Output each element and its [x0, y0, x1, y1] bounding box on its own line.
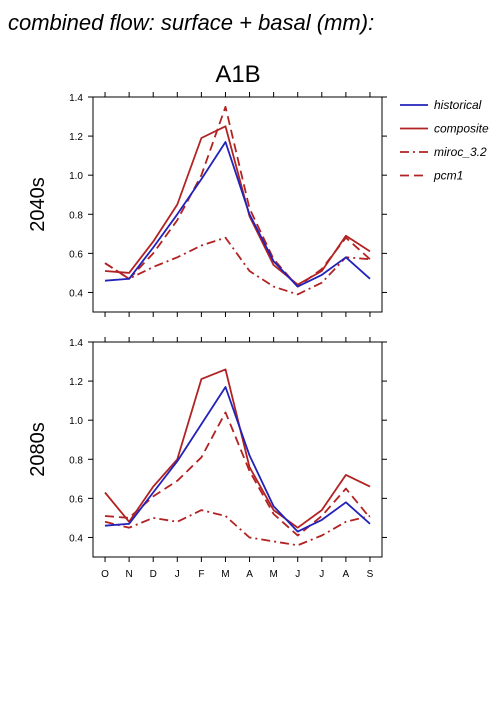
x-tick-label: O [101, 569, 109, 580]
figure-title: combined flow: surface + basal (mm): [8, 10, 374, 35]
series-line-historical [104, 141, 371, 288]
series-line-miroc-3-2 [104, 236, 371, 296]
legend-label-pcm1: pcm1 [433, 169, 463, 183]
legend-label-composite: composite [434, 122, 489, 136]
legend-label-historical: historical [434, 98, 482, 112]
x-tick-label: M [221, 569, 229, 580]
series-line-pcm1 [104, 411, 371, 537]
row-label-2040s: 2040s [27, 177, 49, 232]
x-tick-label: J [175, 569, 180, 580]
legend-label-miroc-3-2: miroc_3.2 [434, 145, 487, 159]
x-tick-label: S [367, 569, 374, 580]
y-tick-label: 0.4 [69, 533, 83, 544]
y-tick-label: 0.6 [69, 494, 83, 505]
scenario-title: A1B [215, 61, 260, 88]
series-line-composite [104, 368, 371, 529]
y-tick-label: 0.8 [69, 455, 83, 466]
series-line-miroc-3-2 [104, 509, 371, 547]
x-tick-label: A [246, 569, 253, 580]
y-tick-label: 1.2 [69, 377, 83, 388]
series-line-pcm1 [104, 105, 371, 288]
x-tick-label: F [198, 569, 204, 580]
panel-2080s: 0.4 0.6 0.8 1.0 1.2 1.4 O N D J F M A M J J A S 2080s [27, 337, 387, 580]
y-tick-label: 1.0 [69, 416, 83, 427]
series-line-composite [104, 125, 371, 286]
legend: historical composite miroc_3.2 pcm1 [400, 98, 489, 183]
y-tick-label: 1.2 [69, 132, 83, 143]
y-tick-label: 0.4 [69, 288, 83, 299]
y-tick-label: 0.8 [69, 210, 83, 221]
y-tick-label: 1.4 [69, 338, 83, 349]
x-tick-label: D [150, 569, 157, 580]
series-line-historical [104, 386, 371, 533]
y-tick-label: 0.6 [69, 249, 83, 260]
y-tick-label: 1.4 [69, 93, 83, 104]
plot-frame [92, 96, 383, 313]
x-tick-label: J [295, 569, 300, 580]
y-tick-label: 1.0 [69, 171, 83, 182]
row-label-2080s: 2080s [27, 422, 49, 477]
panel-2040s: 0.4 0.6 0.8 1.0 1.2 1.4 2040s [27, 92, 387, 317]
x-tick-label: J [319, 569, 324, 580]
x-tick-label: M [269, 569, 277, 580]
x-tick-label: A [343, 569, 350, 580]
chart-panels: 0.4 0.6 0.8 1.0 1.2 1.4 2040s 0.4 0.6 0.8 1.0 1.2 1.… [27, 92, 387, 580]
plot-frame [92, 341, 383, 558]
x-tick-label: N [126, 569, 133, 580]
